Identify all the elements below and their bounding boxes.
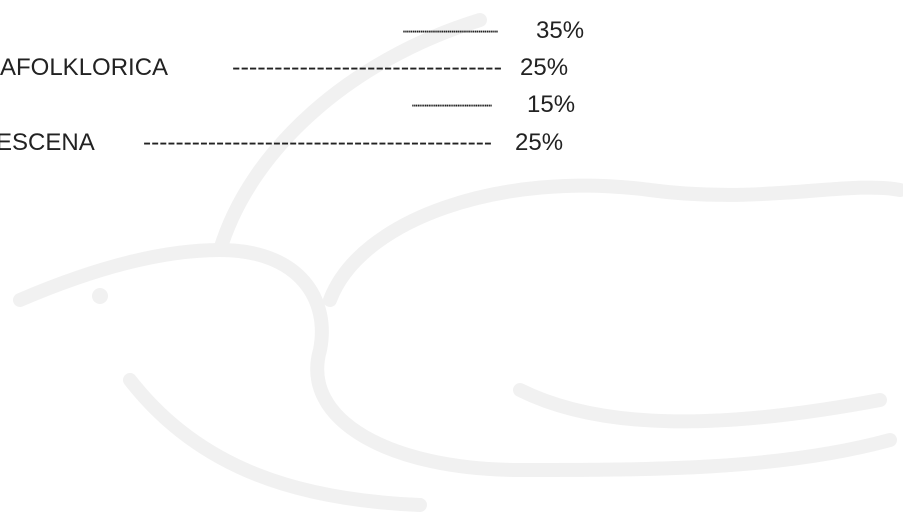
text-lines: ----------------------------------------… <box>0 17 584 156</box>
percent: 15% <box>527 91 575 118</box>
leader-dashes: ----------------------------------------… <box>412 91 492 118</box>
leader-dashes: ----------------------------------------… <box>403 17 498 44</box>
percent: 25% <box>515 129 563 156</box>
page: ----------------------------------------… <box>0 0 903 518</box>
line-label: AFOLKLORICA <box>0 54 168 81</box>
percent: 35% <box>536 17 584 44</box>
line-label: ESCENA <box>0 129 95 156</box>
leader-dashes: -------------------------------- <box>232 54 502 81</box>
percent: 25% <box>520 54 568 81</box>
slide: ----------------------------------------… <box>0 0 903 518</box>
leader-dashes: ----------------------------------------… <box>143 129 492 156</box>
